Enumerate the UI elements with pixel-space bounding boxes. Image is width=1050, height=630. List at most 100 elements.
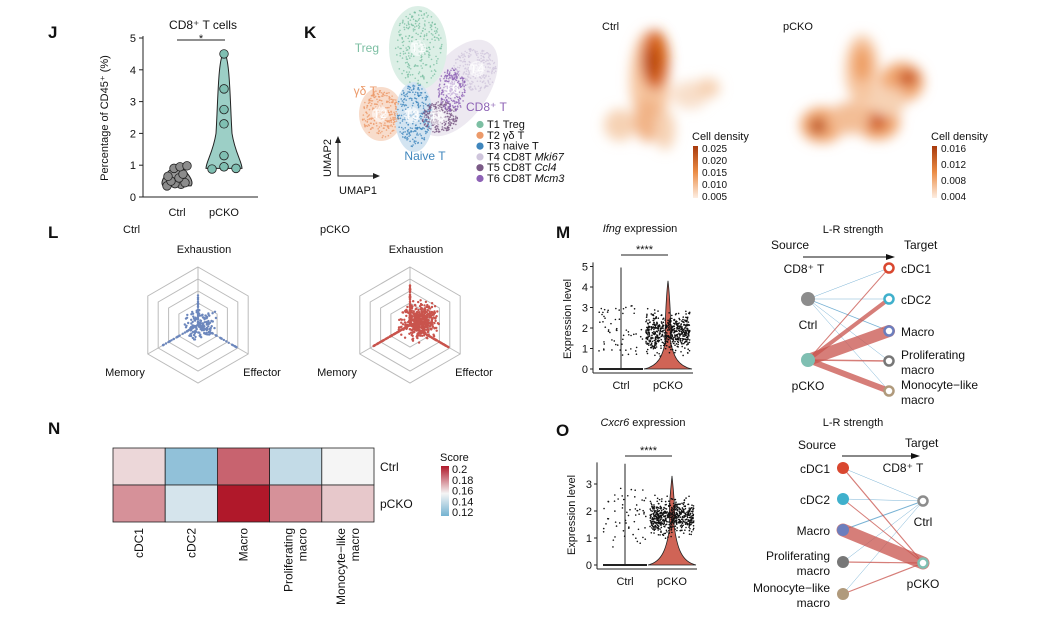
cell-point <box>654 524 657 527</box>
cell-point <box>598 350 600 352</box>
cell-point <box>672 342 675 345</box>
cell-point <box>463 71 466 73</box>
cell-point <box>401 132 403 135</box>
cell-point <box>430 327 433 330</box>
cell-point <box>202 325 205 328</box>
cluster-label-bg <box>404 107 420 123</box>
cell-point <box>375 122 378 124</box>
cell-point <box>621 503 624 506</box>
cell-point <box>663 532 665 535</box>
density-contour <box>696 78 720 98</box>
cell-point <box>419 91 422 94</box>
cell-point <box>445 79 447 82</box>
cell-point <box>654 354 656 357</box>
cluster-label: T1 <box>411 41 425 55</box>
cell-point <box>423 35 426 38</box>
legend-label: T6 CD8T Mcm3 <box>487 173 565 185</box>
cell-point <box>654 343 656 345</box>
cell-point <box>469 88 472 91</box>
cell-point <box>438 83 441 86</box>
cell-point <box>643 511 645 514</box>
cell-point <box>398 68 401 70</box>
cell-point <box>676 505 678 507</box>
cell-point <box>603 507 605 510</box>
cell-point <box>403 94 405 97</box>
cell-point <box>418 316 421 319</box>
cell-point <box>633 312 635 315</box>
cell-point <box>668 312 670 314</box>
cell-point <box>384 135 387 138</box>
cell-point <box>627 527 630 529</box>
cell-point <box>657 338 659 340</box>
arrow-right-icon <box>911 453 920 459</box>
source-group-label: CD8⁺ T <box>784 262 825 276</box>
cell-point <box>446 95 448 98</box>
cell-point <box>614 521 617 523</box>
cell-point <box>408 310 412 313</box>
cell-point <box>443 76 446 78</box>
cell-point <box>408 88 411 91</box>
cell-point <box>409 67 412 70</box>
cell-point <box>488 70 490 73</box>
cell-point <box>661 322 663 325</box>
cell-point <box>405 24 408 27</box>
cell-point <box>657 526 659 528</box>
source-node <box>837 493 849 505</box>
cell-point <box>435 55 437 58</box>
cell-point <box>654 312 656 314</box>
cell-point <box>684 507 687 510</box>
cell-point <box>230 343 234 346</box>
cell-point <box>463 58 466 61</box>
cell-point <box>661 324 664 326</box>
cell-point <box>417 126 419 129</box>
cell-point <box>625 306 627 309</box>
cell-point <box>459 104 462 107</box>
cell-point <box>613 500 616 502</box>
cell-point <box>665 508 668 510</box>
cell-point <box>487 56 490 59</box>
source-node <box>837 524 849 536</box>
cell-point <box>652 508 654 510</box>
cell-point <box>652 326 655 328</box>
x-axis-label: UMAP1 <box>339 185 377 197</box>
cell-point <box>688 522 690 525</box>
cell-point <box>680 529 682 532</box>
cell-point <box>614 318 617 321</box>
cell-point <box>627 514 630 517</box>
cell-point <box>377 93 380 96</box>
cell-point <box>662 329 664 332</box>
cell-point <box>639 335 642 338</box>
cell-point <box>198 331 201 334</box>
cell-point <box>443 83 446 86</box>
cell-point <box>480 54 483 57</box>
cell-point <box>412 28 415 30</box>
cell-point <box>654 336 657 338</box>
cell-point <box>398 33 401 36</box>
cell-point <box>423 34 426 36</box>
cell-point <box>405 99 408 101</box>
cell-point <box>650 346 652 349</box>
cell-point <box>370 97 372 100</box>
target-node <box>883 262 895 274</box>
cell-point <box>654 526 657 528</box>
cell-point <box>423 138 426 141</box>
cell-point <box>402 44 405 47</box>
cell-point <box>673 330 676 332</box>
cell-point <box>685 324 687 327</box>
cell-point <box>668 500 670 503</box>
cell-point <box>673 507 676 509</box>
cell-point <box>427 104 430 106</box>
cell-point <box>454 77 456 79</box>
cell-point <box>462 83 464 85</box>
target-node <box>883 325 895 337</box>
cell-point <box>192 315 195 318</box>
cell-point <box>387 100 390 103</box>
cell-point <box>659 505 662 508</box>
cell-point <box>418 27 420 29</box>
cell-point <box>670 348 672 351</box>
cell-point <box>647 342 650 345</box>
cell-point <box>418 313 421 316</box>
cell-point <box>196 294 200 297</box>
cell-point <box>493 61 496 64</box>
